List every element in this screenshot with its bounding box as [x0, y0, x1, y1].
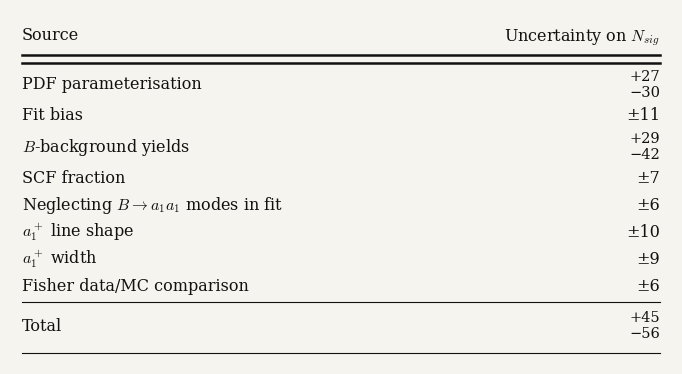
Text: +27: +27 [629, 70, 660, 83]
Text: ±9: ±9 [636, 251, 660, 268]
Text: ±6: ±6 [636, 278, 660, 295]
Text: Source: Source [22, 27, 79, 45]
Text: −30: −30 [629, 86, 660, 100]
Text: ±10: ±10 [626, 224, 660, 241]
Text: Fisher data/MC comparison: Fisher data/MC comparison [22, 278, 249, 295]
Text: ±7: ±7 [636, 170, 660, 187]
Text: $a_1^+$ width: $a_1^+$ width [22, 249, 98, 270]
Text: Fit bias: Fit bias [22, 107, 83, 125]
Text: +45: +45 [629, 311, 660, 325]
Text: Neglecting $B \rightarrow a_1a_1$ modes in fit: Neglecting $B \rightarrow a_1a_1$ modes … [22, 195, 283, 216]
Text: ±11: ±11 [626, 107, 660, 125]
Text: Total: Total [22, 318, 62, 335]
Text: −56: −56 [629, 327, 660, 341]
Text: +29: +29 [629, 132, 660, 146]
Text: −42: −42 [629, 148, 660, 162]
Text: $B$-background yields: $B$-background yields [22, 137, 190, 157]
Text: SCF fraction: SCF fraction [22, 170, 125, 187]
Text: ±6: ±6 [636, 197, 660, 214]
Text: PDF parameterisation: PDF parameterisation [22, 76, 201, 93]
Text: $a_1^+$ line shape: $a_1^+$ line shape [22, 222, 134, 243]
Text: Uncertainty on $N_{sig}$: Uncertainty on $N_{sig}$ [504, 27, 660, 48]
